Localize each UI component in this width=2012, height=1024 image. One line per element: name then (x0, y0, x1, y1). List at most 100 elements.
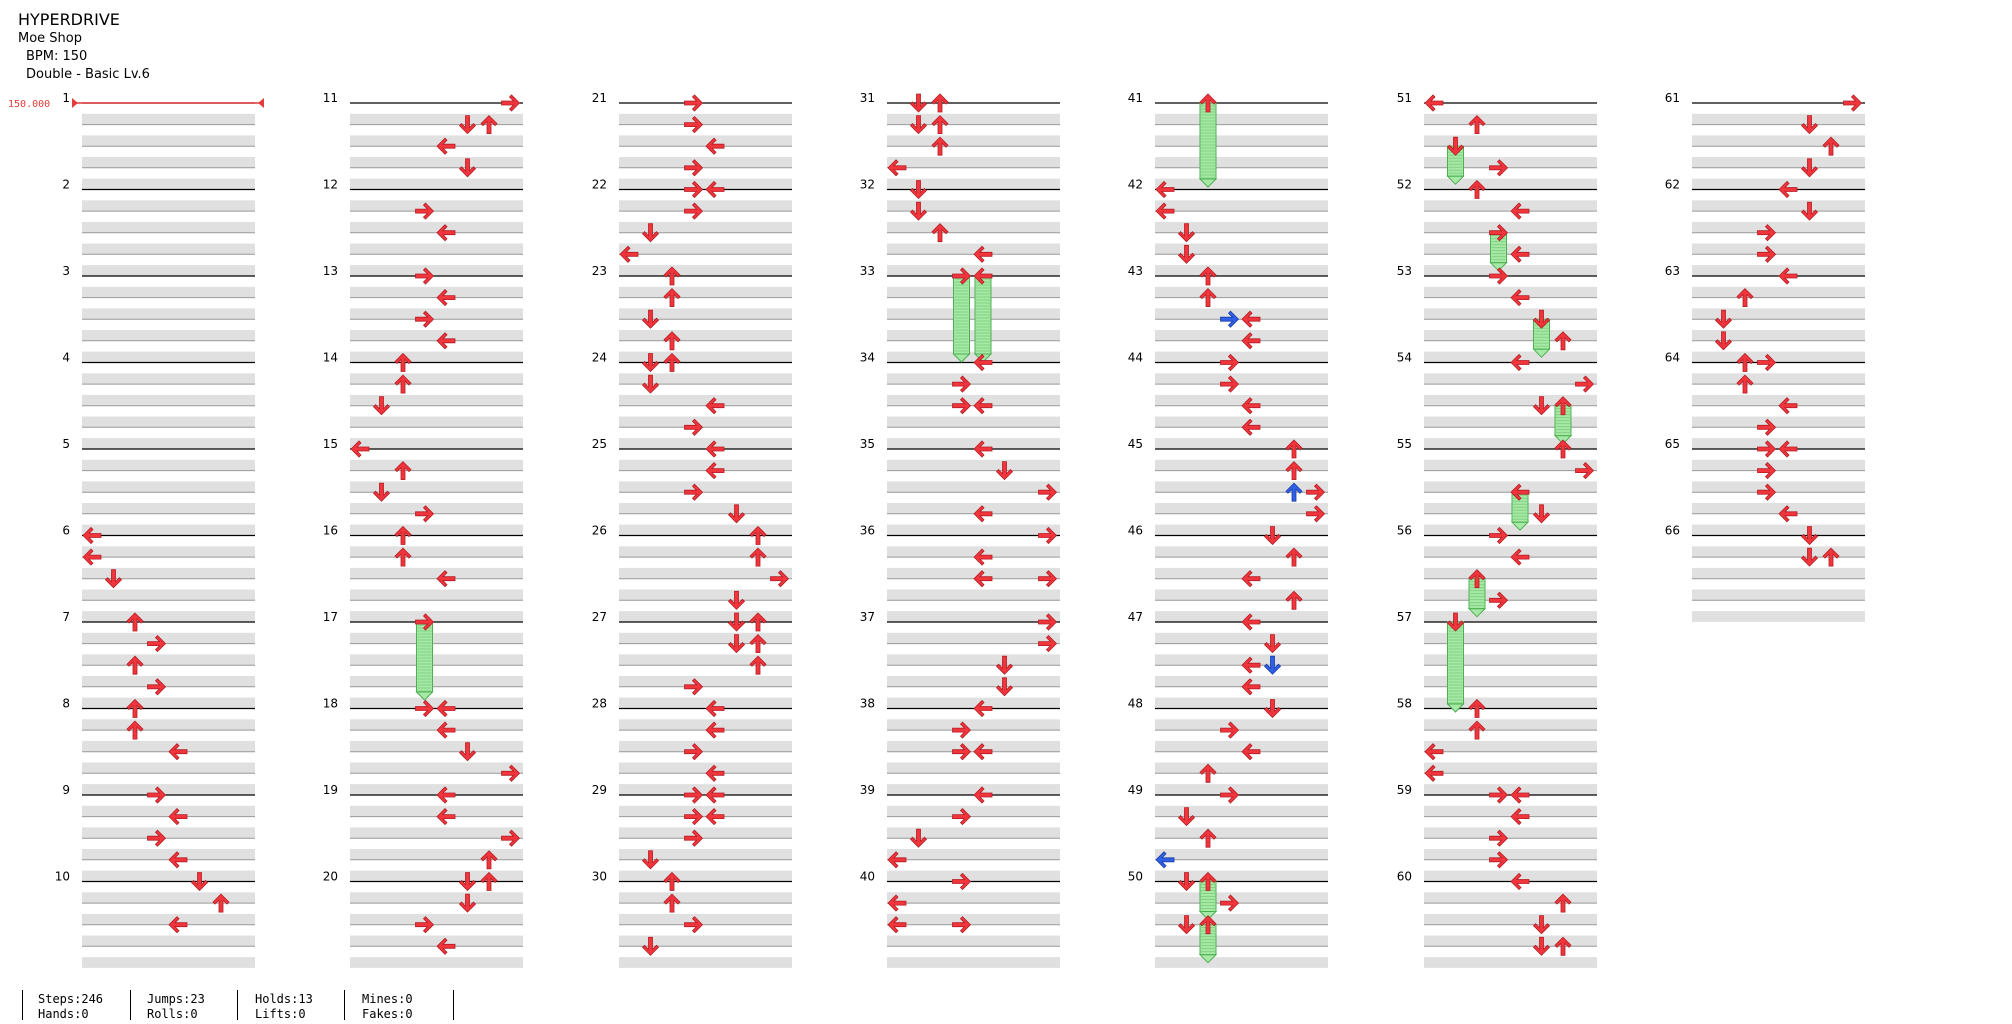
row-shade (887, 308, 1060, 320)
arrow-right-icon (1489, 591, 1509, 609)
row-shade (619, 740, 792, 752)
row-shade (887, 200, 1060, 212)
arrow-up-icon (1468, 569, 1486, 589)
row-shade (887, 265, 1060, 276)
arrow-left-icon (436, 721, 456, 739)
row-shade (350, 892, 523, 904)
row-shade (350, 957, 523, 968)
arrow-right-icon (1489, 786, 1509, 804)
measure-number: 34 (860, 351, 875, 365)
arrow-up-icon (394, 525, 412, 545)
row-shade (1424, 503, 1597, 514)
arrow-right-icon (1489, 159, 1509, 177)
row-shade (1155, 308, 1328, 320)
stat-separator (237, 990, 238, 1020)
arrow-up-icon (663, 288, 681, 308)
measure-number: 46 (1128, 524, 1143, 538)
arrow-down-icon (909, 93, 928, 113)
row-shade (1424, 286, 1597, 298)
row-shade (887, 740, 1060, 752)
arrow-left-icon (82, 548, 102, 566)
row-shade (350, 870, 523, 882)
arrow-down-icon (1177, 244, 1196, 264)
hold-body (416, 621, 433, 693)
row-shade (619, 697, 792, 709)
row-shade (619, 286, 792, 298)
row-shade (619, 849, 792, 860)
row-shade (619, 957, 792, 968)
row-shade (619, 373, 792, 385)
row-shade (1424, 589, 1597, 601)
arrow-left-icon (1510, 483, 1530, 501)
row-shade (887, 221, 1060, 233)
arrow-left-icon (1510, 808, 1530, 826)
row-shade (350, 308, 523, 320)
arrow-up-icon (1736, 352, 1754, 372)
row-shade (82, 740, 255, 752)
row-shade (350, 849, 523, 860)
hold-tail (1446, 175, 1465, 185)
arrow-down-icon (1446, 612, 1465, 632)
row-shade (1692, 394, 1865, 406)
arrow-down-icon (1177, 223, 1196, 243)
arrow-down-icon (458, 115, 477, 135)
row-shade (350, 567, 523, 579)
row-shade (1424, 676, 1597, 687)
arrow-right-icon (1306, 483, 1326, 501)
row-shade (619, 567, 792, 579)
row-shade (619, 503, 792, 514)
holds-count: Holds:13 (255, 992, 313, 1006)
measure-number: 7 (62, 610, 70, 624)
hold-tail (1446, 703, 1465, 713)
arrow-right-icon (147, 829, 167, 847)
measure-number: 10 (55, 870, 70, 884)
measure-number: 15 (323, 437, 338, 451)
arrow-right-icon (415, 613, 435, 631)
row-shade (1155, 394, 1328, 406)
row-shade (1424, 740, 1597, 752)
arrow-left-icon (1510, 786, 1530, 804)
arrow-right-icon (1038, 483, 1058, 501)
arrow-right-icon (952, 721, 972, 739)
row-shade (1155, 373, 1328, 385)
arrow-up-icon (126, 612, 144, 632)
row-shade (1424, 632, 1597, 644)
row-shade (350, 805, 523, 817)
arrow-left-icon (1510, 245, 1530, 263)
arrow-right-icon (1220, 353, 1240, 372)
arrow-up-icon (1285, 547, 1303, 567)
row-shade (82, 524, 255, 536)
row-shade (1424, 373, 1597, 385)
steps-count: Steps:246 (38, 992, 104, 1006)
arrow-left-icon (168, 743, 188, 761)
row-shade (1424, 308, 1597, 320)
measure-number: 13 (323, 264, 338, 278)
row-shade (619, 394, 792, 406)
arrow-right-icon (415, 699, 435, 718)
stat-separator (453, 990, 454, 1020)
row-shade (1155, 481, 1328, 493)
row-shade (82, 589, 255, 601)
row-shade (619, 113, 792, 125)
row-shade (619, 330, 792, 341)
row-shade (82, 308, 255, 320)
row-shade (82, 113, 255, 125)
arrow-left-icon (436, 937, 456, 955)
row-shade (1155, 913, 1328, 925)
arrow-up-icon (394, 352, 412, 372)
arrow-down-icon (458, 158, 477, 178)
arrow-down-icon (1177, 872, 1196, 892)
row-shade (1155, 697, 1328, 709)
row-shade (619, 157, 792, 168)
arrow-right-icon (684, 916, 704, 934)
row-shade (1692, 481, 1865, 493)
measure-number: 16 (323, 524, 338, 538)
row-shade (887, 957, 1060, 968)
hold-tail (1198, 954, 1218, 964)
arrow-left-icon (1155, 851, 1175, 869)
row-shade (1692, 459, 1865, 471)
row-shade (82, 827, 255, 839)
arrow-right-icon (770, 570, 790, 588)
arrow-right-icon (1757, 224, 1777, 242)
arrow-right-icon (501, 94, 521, 112)
